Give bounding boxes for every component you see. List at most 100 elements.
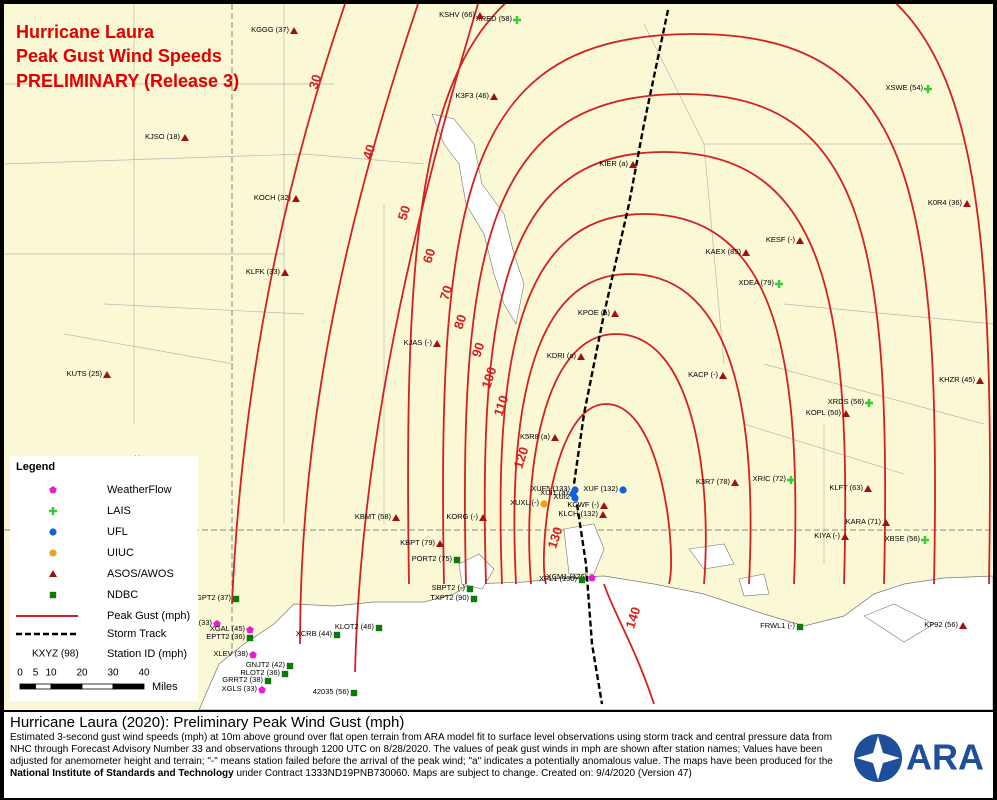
station-marker <box>453 556 461 564</box>
station-marker <box>578 576 586 584</box>
footer-description: Estimated 3-second gust wind speeds (mph… <box>10 732 840 780</box>
station-marker <box>600 502 608 509</box>
station-label: KJAS (-) <box>404 338 433 347</box>
contour-line <box>499 213 797 585</box>
station-label: XPL1 (130) <box>539 574 577 583</box>
contour-label: 70 <box>437 283 456 301</box>
station-marker <box>246 634 254 642</box>
legend-label: Station ID (mph) <box>107 648 187 660</box>
scale-label: 30 <box>107 668 119 679</box>
contour-label: 140 <box>623 605 644 630</box>
legend-label: WeatherFlow <box>107 484 172 496</box>
county-lines <box>4 4 993 564</box>
station-label: KLFT (63) <box>829 483 863 492</box>
station-marker <box>286 662 294 670</box>
logo-star <box>856 736 900 780</box>
station-marker <box>719 372 727 379</box>
scale-label: 10 <box>45 668 57 679</box>
legend-label: NDBC <box>107 589 138 601</box>
station-marker <box>796 237 804 244</box>
station-label: XCM1 (126) <box>547 572 588 581</box>
footer-title: Hurricane Laura (2020): Preliminary Peak… <box>10 714 405 731</box>
legend-label: ASOS/AWOS <box>107 568 174 580</box>
station-label: GRRT2 (38) <box>222 675 263 684</box>
legend-title: Legend <box>16 461 55 473</box>
station-marker <box>392 514 400 521</box>
station-label: KESF (-) <box>766 235 796 244</box>
station-marker <box>787 476 795 484</box>
station-label: RLOT2 (36) <box>240 668 280 677</box>
station-label: PORT2 (75) <box>412 554 453 563</box>
legend-label: Peak Gust (mph) <box>107 610 190 622</box>
station-label: XDEA (79) <box>739 278 775 287</box>
scale-segment <box>81 683 114 690</box>
stations: XCLP (33)XGAL (45)XLEV (38)XCM1 (126)XGL… <box>67 10 984 697</box>
station-label: KPOE (a) <box>578 308 611 317</box>
contour-line <box>231 4 346 605</box>
station-label: KLOT2 (46) <box>335 622 375 631</box>
station-label: K3F3 (46) <box>456 91 490 100</box>
legend-box <box>10 456 198 701</box>
station-label: KOCH (32) <box>254 193 292 202</box>
station-label: K0R4 (36) <box>928 198 963 207</box>
station-label: KARA (71) <box>846 517 882 526</box>
contour-line <box>528 333 707 585</box>
station-label: XUF5 (133) <box>531 484 570 493</box>
station-marker <box>258 686 266 694</box>
station-label: K5R8 (a) <box>520 432 551 441</box>
station-marker <box>479 514 487 521</box>
station-label: XRDS (56) <box>828 397 865 406</box>
contours: 30 40 50 60 70 80 90 100 110 120 130 140 <box>231 4 991 705</box>
station-label: XBSE (56) <box>885 534 921 543</box>
station-marker <box>963 200 971 207</box>
contour-label: 80 <box>451 312 470 330</box>
contour-line <box>442 33 936 585</box>
station-marker <box>333 631 341 639</box>
station-label: KACP (-) <box>688 370 718 379</box>
station-marker <box>731 479 739 486</box>
station-label: XGLS (33) <box>222 684 258 693</box>
description-text: under Contract 1333ND19PNB730060. Maps a… <box>233 768 692 779</box>
scale-label: 5 <box>33 668 39 679</box>
station-marker <box>249 651 257 659</box>
station-marker <box>571 494 579 502</box>
station-marker <box>281 269 289 276</box>
station-label: XUI2 <box>553 492 570 501</box>
contour-label: 100 <box>479 365 500 390</box>
station-label: KHZR (45) <box>939 375 975 384</box>
station-marker <box>865 399 873 407</box>
station-label: KIYA (-) <box>814 531 840 540</box>
station-marker <box>490 93 498 100</box>
contour-label: 110 <box>491 393 512 418</box>
scale-segment <box>50 683 83 690</box>
station-marker <box>470 595 478 603</box>
station-marker <box>976 377 984 384</box>
station-label: K3R7 (78) <box>696 477 731 486</box>
logo: ARA <box>854 734 984 782</box>
station-label: XUF (132) <box>583 484 618 493</box>
legend-symbol <box>49 570 57 577</box>
station-label: KP92 (56) <box>924 620 958 629</box>
station-marker <box>841 533 849 540</box>
station-label: XGAL (45) <box>210 624 246 633</box>
station-marker <box>611 310 619 317</box>
contour-line <box>543 403 672 585</box>
contour-line <box>483 151 847 585</box>
station-marker <box>540 500 548 508</box>
contour-label: 90 <box>469 340 488 358</box>
station-marker <box>476 12 484 19</box>
footer: Hurricane Laura (2020): Preliminary Peak… <box>4 710 993 798</box>
contour-label: 130 <box>545 525 566 550</box>
contour-line <box>299 4 419 645</box>
storm-track <box>572 9 670 705</box>
station-label: KIER (a) <box>599 159 628 168</box>
lakes <box>458 523 935 643</box>
station-marker <box>842 410 850 417</box>
station-marker <box>466 585 474 593</box>
contour-line <box>354 4 479 673</box>
station-marker <box>232 595 240 603</box>
scale-label: 0 <box>17 668 23 679</box>
station-marker <box>350 689 358 697</box>
station-label: KSHV (66) <box>439 10 475 19</box>
